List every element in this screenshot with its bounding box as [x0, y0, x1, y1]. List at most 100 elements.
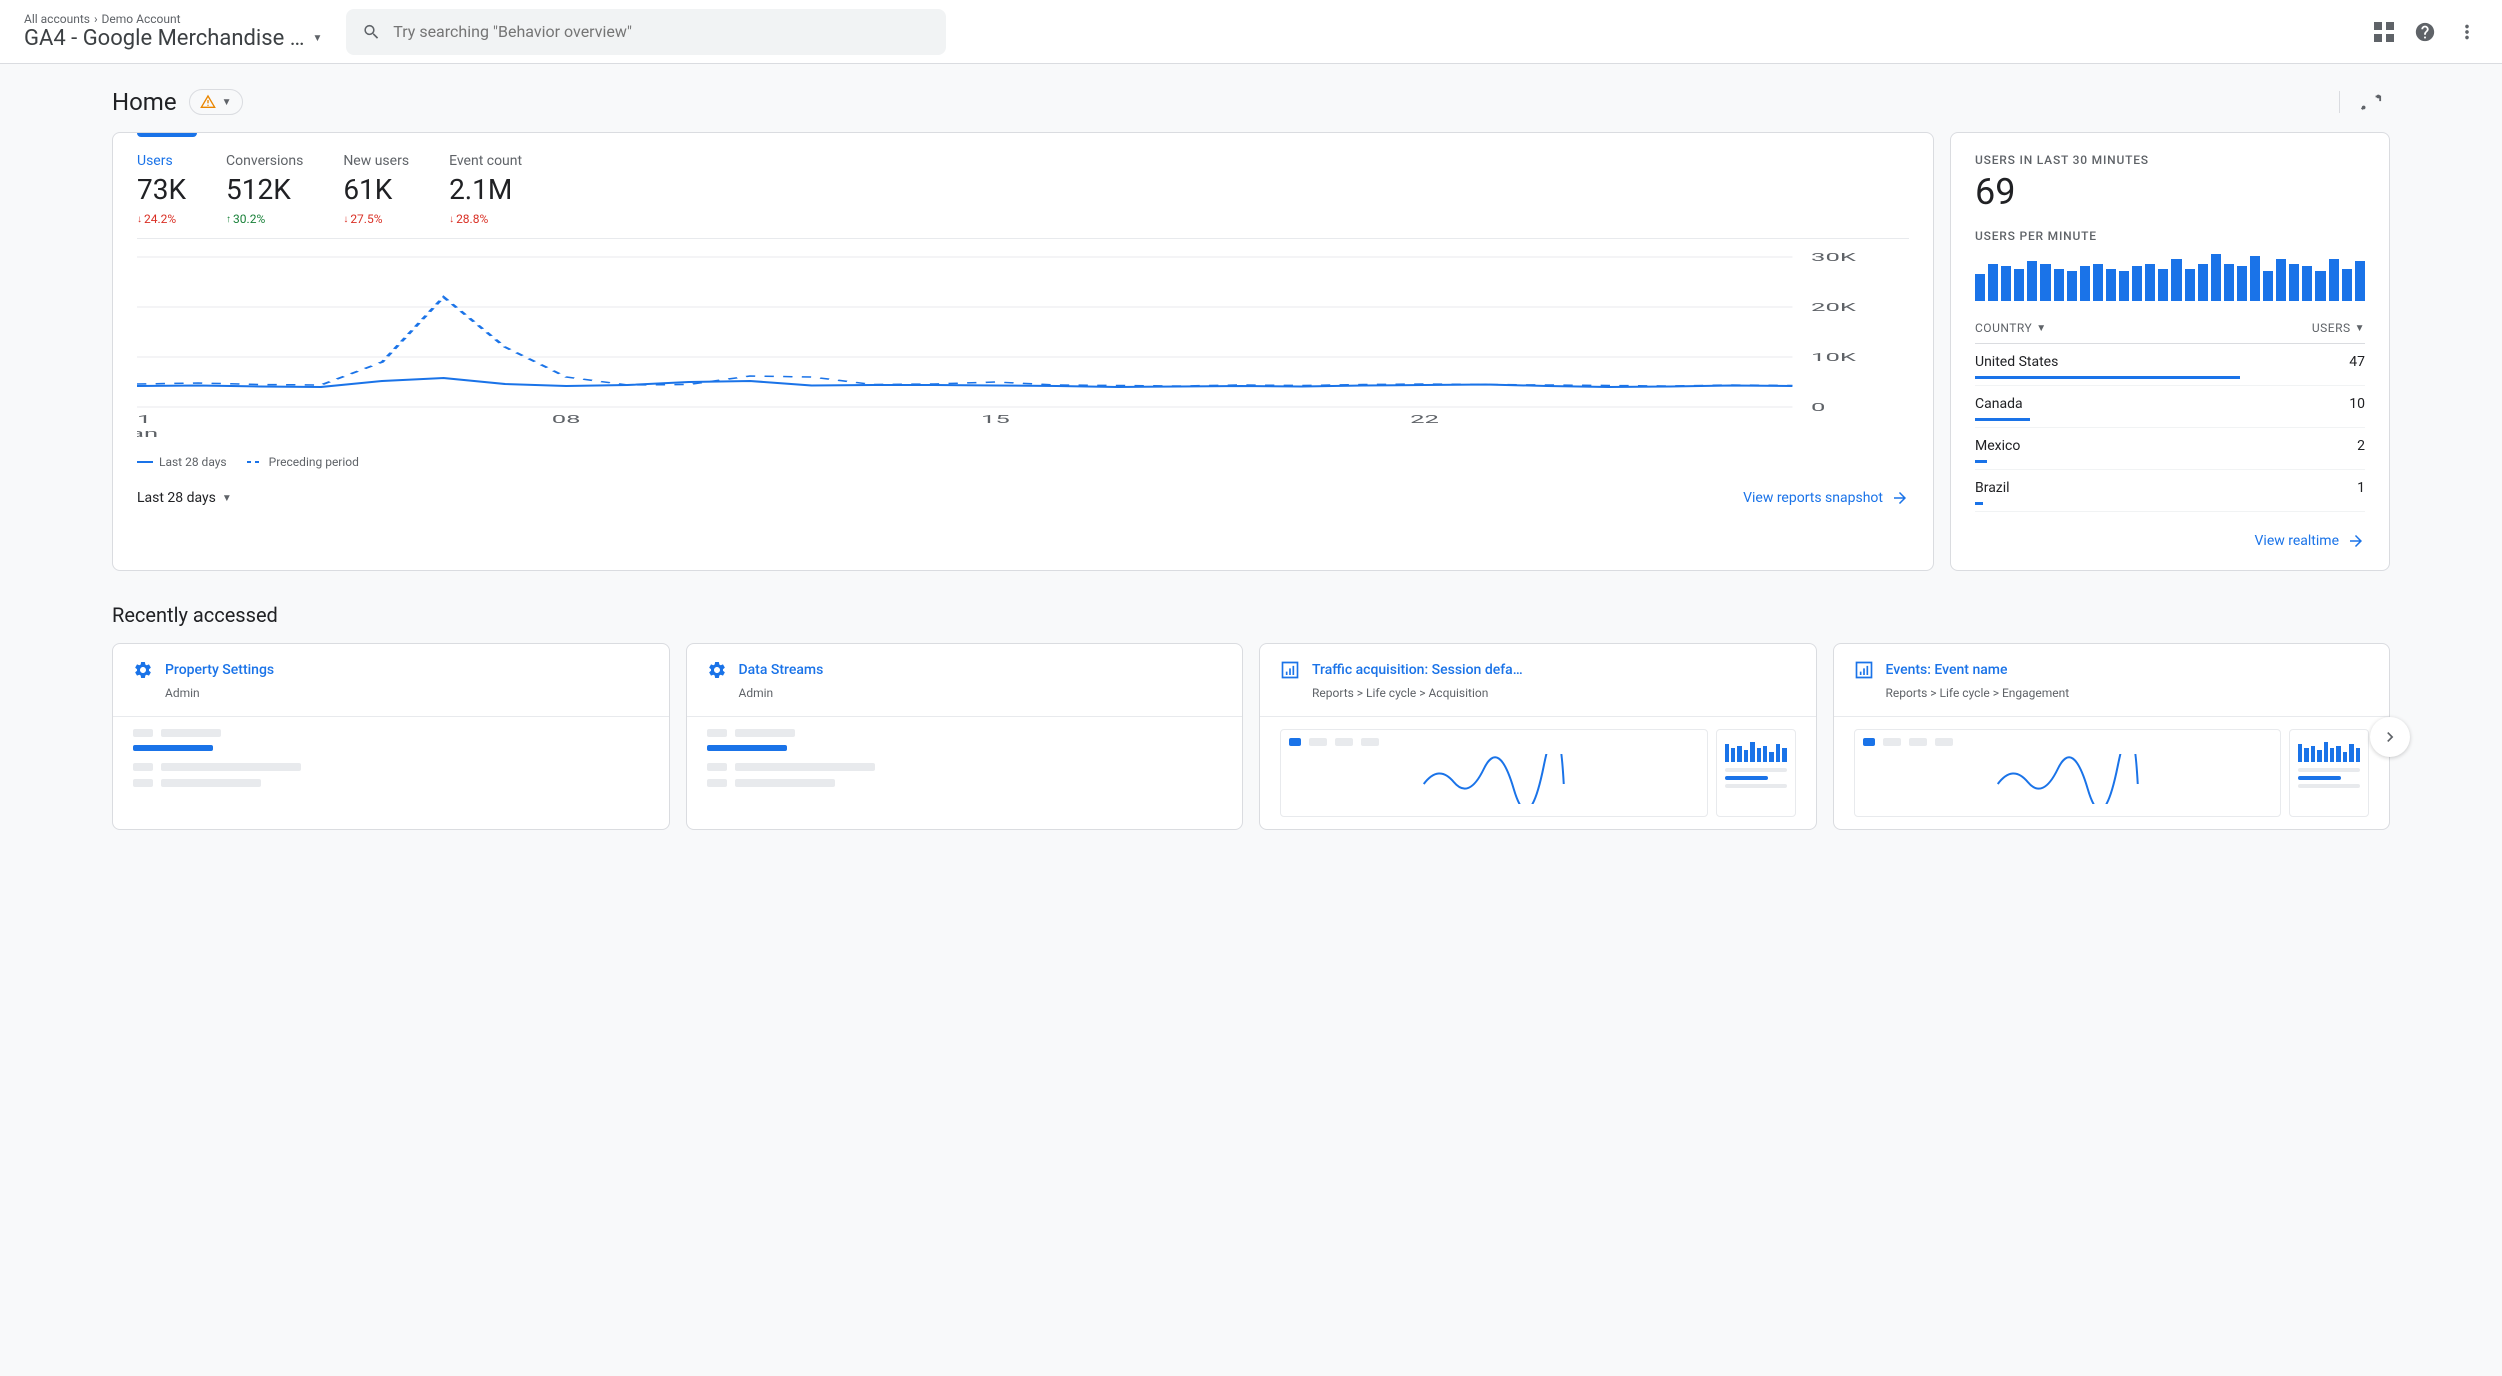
- country-bar: [1975, 376, 2240, 379]
- chart-icon: [1280, 660, 1300, 680]
- date-range-selector[interactable]: Last 28 days ▼: [137, 490, 232, 506]
- view-realtime-link[interactable]: View realtime: [2255, 532, 2365, 550]
- chart-legend: Last 28 days Preceding period: [137, 455, 1909, 469]
- svg-text:15: 15: [981, 413, 1010, 426]
- arrow-right-icon: [2347, 532, 2365, 550]
- apps-icon[interactable]: [2374, 22, 2394, 42]
- arrow-right-icon: [1891, 489, 1909, 507]
- minute-bar: [2014, 269, 2024, 302]
- recent-card-title: Traffic acquisition: Session defa…: [1312, 662, 1523, 678]
- country-bar: [1975, 418, 2030, 421]
- recent-card-subtitle: Admin: [739, 686, 1223, 700]
- minute-bar: [2145, 264, 2155, 302]
- minute-bar: [2237, 266, 2247, 301]
- account-selector[interactable]: All accounts › Demo Account GA4 - Google…: [24, 12, 322, 51]
- realtime-header: USERS IN LAST 30 MINUTES: [1975, 153, 2365, 167]
- country-row[interactable]: United States 47: [1975, 344, 2365, 386]
- arrow-down-icon: ↓: [137, 214, 142, 225]
- mini-line-chart: [1854, 729, 2282, 817]
- minute-bar: [2027, 261, 2037, 301]
- users-column-header[interactable]: USERS▼: [2312, 321, 2365, 335]
- minute-bar: [2054, 269, 2064, 302]
- minute-bar: [2302, 266, 2312, 301]
- country-bar: [1975, 502, 1983, 505]
- minute-bar: [1988, 264, 1998, 302]
- gear-icon: [133, 660, 153, 680]
- stat-value: 73K: [137, 173, 186, 206]
- recent-card-preview: [1834, 716, 2390, 829]
- stat-value: 61K: [343, 173, 409, 206]
- legend-previous: Preceding period: [269, 455, 359, 469]
- minute-bar: [2171, 259, 2181, 302]
- svg-text:20K: 20K: [1811, 301, 1857, 314]
- country-users: 10: [2349, 396, 2365, 412]
- stat-tab-users[interactable]: Users 73K ↓ 24.2%: [137, 153, 186, 226]
- country-column-header[interactable]: COUNTRY▼: [1975, 321, 2047, 335]
- view-reports-snapshot-link[interactable]: View reports snapshot: [1743, 489, 1909, 507]
- svg-text:30K: 30K: [1811, 251, 1857, 264]
- breadcrumb-account[interactable]: Demo Account: [102, 12, 181, 26]
- minute-bar: [2342, 269, 2352, 302]
- recently-accessed-title: Recently accessed: [24, 571, 2478, 643]
- more-vert-icon[interactable]: [2456, 21, 2478, 43]
- minute-bar: [2276, 259, 2286, 302]
- minute-bar: [2080, 266, 2090, 301]
- minute-bar: [2001, 266, 2011, 301]
- users-per-minute-chart: [1975, 251, 2365, 301]
- caret-down-icon: ▼: [222, 97, 232, 108]
- svg-text:10K: 10K: [1811, 351, 1857, 364]
- minute-bar: [1975, 274, 1985, 302]
- svg-text:22: 22: [1410, 413, 1439, 426]
- country-bar: [1975, 460, 1987, 463]
- stat-value: 512K: [226, 173, 303, 206]
- warning-badge[interactable]: ▼: [189, 89, 243, 115]
- minute-bar: [2067, 271, 2077, 301]
- scroll-right-button[interactable]: [2370, 717, 2410, 757]
- breadcrumb: All accounts › Demo Account: [24, 12, 322, 26]
- minute-bar: [2198, 264, 2208, 302]
- country-row[interactable]: Canada 10: [1975, 386, 2365, 428]
- caret-down-icon: ▼: [222, 493, 232, 504]
- recent-card-title: Events: Event name: [1886, 662, 2008, 678]
- stat-change: ↓ 24.2%: [137, 212, 186, 226]
- insights-icon[interactable]: [2339, 91, 2382, 113]
- minute-bar: [2185, 269, 2195, 302]
- recent-card-title: Data Streams: [739, 662, 824, 678]
- stat-tab-conversions[interactable]: Conversions 512K ↑ 30.2%: [226, 153, 303, 226]
- recently-accessed-row: Property Settings Admin Data Streams Adm…: [24, 643, 2478, 830]
- recent-card[interactable]: Property Settings Admin: [112, 643, 670, 830]
- recent-card[interactable]: Data Streams Admin: [686, 643, 1244, 830]
- minute-bar: [2355, 261, 2365, 301]
- realtime-users-value: 69: [1975, 171, 2365, 213]
- search-box[interactable]: [346, 9, 946, 55]
- page-header: Home ▼: [24, 64, 2478, 132]
- recent-card[interactable]: Traffic acquisition: Session defa… Repor…: [1259, 643, 1817, 830]
- chart-icon: [1854, 660, 1874, 680]
- breadcrumb-root[interactable]: All accounts: [24, 12, 90, 26]
- minute-bar: [2119, 271, 2129, 301]
- recent-card[interactable]: Events: Event name Reports > Life cycle …: [1833, 643, 2391, 830]
- help-icon[interactable]: [2414, 21, 2436, 43]
- caret-down-icon: ▼: [2355, 323, 2365, 334]
- recent-card-subtitle: Reports > Life cycle > Engagement: [1886, 686, 2370, 700]
- search-input[interactable]: [393, 22, 930, 41]
- recent-card-preview: [1260, 716, 1816, 829]
- recent-card-preview: [687, 716, 1243, 807]
- minute-bar: [2329, 259, 2339, 302]
- country-row[interactable]: Brazil 1: [1975, 470, 2365, 512]
- stat-change: ↓ 28.8%: [449, 212, 522, 226]
- property-name: GA4 - Google Merchandise …: [24, 26, 304, 51]
- svg-text:Jan: Jan: [137, 427, 158, 440]
- arrow-up-icon: ↑: [226, 214, 231, 225]
- country-row[interactable]: Mexico 2: [1975, 428, 2365, 470]
- legend-current: Last 28 days: [159, 455, 227, 469]
- stat-tab-event-count[interactable]: Event count 2.1M ↓ 28.8%: [449, 153, 522, 226]
- chevron-right-icon: [2380, 727, 2400, 747]
- country-name: Mexico: [1975, 438, 2020, 454]
- recent-card-subtitle: Admin: [165, 686, 649, 700]
- realtime-table-header: COUNTRY▼ USERS▼: [1975, 321, 2365, 344]
- minute-bar: [2093, 264, 2103, 302]
- stat-tab-new-users[interactable]: New users 61K ↓ 27.5%: [343, 153, 409, 226]
- caret-down-icon[interactable]: ▼: [312, 33, 322, 44]
- minute-bar: [2040, 264, 2050, 302]
